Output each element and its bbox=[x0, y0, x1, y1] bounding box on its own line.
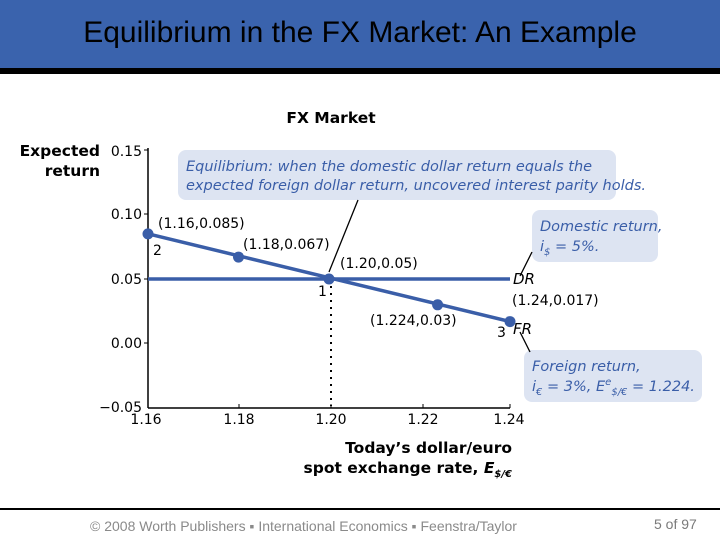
point-marker-1: 1 bbox=[318, 284, 327, 300]
point-label: (1.16,0.085) bbox=[158, 216, 245, 232]
x-ticks: 1.16 1.18 1.20 1.22 1.24 bbox=[130, 404, 525, 428]
equilibrium-callout-line-2: expected foreign dollar return, uncovere… bbox=[186, 178, 646, 194]
data-point bbox=[233, 251, 244, 263]
y-axis-label-line-1: Expected bbox=[20, 142, 100, 160]
x-tick-label: 1.22 bbox=[407, 412, 438, 428]
y-tick-label: 0.15 bbox=[111, 144, 142, 160]
page-number: 5 of 97 bbox=[654, 516, 697, 532]
point-marker-3: 3 bbox=[497, 325, 506, 341]
point-label: (1.18,0.067) bbox=[243, 237, 330, 253]
dr-series-label: DR bbox=[513, 270, 535, 288]
domestic-callout-line-2: i$ = 5%. bbox=[540, 239, 599, 258]
foreign-callout-line-1: Foreign return, bbox=[532, 359, 641, 375]
equilibrium-callout-box bbox=[178, 150, 616, 200]
y-tick-label: 0.05 bbox=[111, 272, 142, 288]
data-point bbox=[432, 299, 444, 311]
x-tick-label: 1.18 bbox=[223, 412, 254, 428]
footer-rule bbox=[0, 508, 720, 510]
data-point bbox=[323, 273, 335, 285]
domestic-callout-box bbox=[532, 210, 658, 262]
y-axis-label-line-2: return bbox=[45, 162, 100, 180]
y-tick-label: −0.05 bbox=[99, 400, 142, 416]
equilibrium-callout-line-1: Equilibrium: when the domestic dollar re… bbox=[186, 159, 592, 175]
chart-title: FX Market bbox=[286, 109, 376, 127]
y-tick-label: 0.00 bbox=[111, 336, 142, 352]
title-rule bbox=[0, 68, 720, 74]
fx-market-chart: Equilibrium: when the domestic dollar re… bbox=[20, 109, 702, 480]
domestic-leader-line bbox=[519, 251, 533, 277]
fr-series-label: FR bbox=[513, 320, 532, 338]
x-tick-label: 1.20 bbox=[315, 412, 346, 428]
domestic-callout-line-1: Domestic return, bbox=[540, 219, 662, 235]
foreign-callout-line-2: i€ = 3%, Ee$/€ = 1.224. bbox=[532, 377, 695, 398]
data-point bbox=[142, 228, 154, 240]
x-axis-label-line-2: spot exchange rate, E$/€ bbox=[304, 459, 513, 480]
y-ticks: 0.15 0.10 0.05 0.00 −0.05 bbox=[99, 144, 148, 416]
data-point bbox=[504, 316, 516, 328]
foreign-leader-line bbox=[519, 331, 531, 353]
x-tick-label: 1.24 bbox=[493, 412, 524, 428]
footer-credits: © 2008 Worth Publishers ▪ International … bbox=[90, 518, 517, 534]
equilibrium-leader-line bbox=[328, 199, 359, 273]
point-label: (1.224,0.03) bbox=[370, 313, 457, 329]
y-tick-label: 0.10 bbox=[111, 207, 142, 223]
x-tick-label: 1.16 bbox=[130, 412, 161, 428]
foreign-callout-box bbox=[524, 350, 702, 402]
point-label: (1.20,0.05) bbox=[340, 256, 418, 272]
slide-title: Equilibrium in the FX Market: An Example bbox=[83, 16, 637, 49]
title-bar: Equilibrium in the FX Market: An Example bbox=[0, 0, 720, 68]
point-label: (1.24,0.017) bbox=[512, 293, 599, 309]
point-marker-2: 2 bbox=[153, 243, 162, 259]
x-axis-label-line-1: Today’s dollar/euro bbox=[345, 439, 512, 457]
